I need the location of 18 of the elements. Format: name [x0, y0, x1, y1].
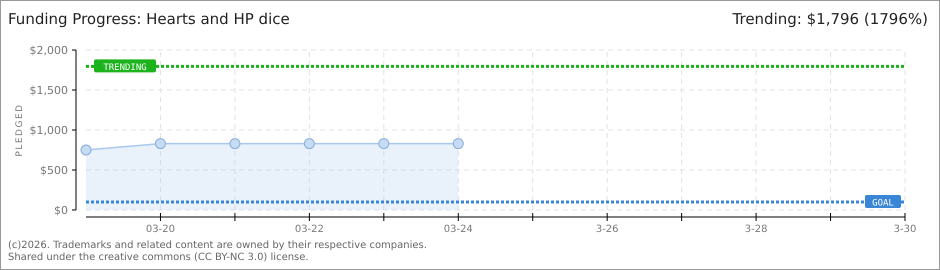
x-tick-label: 03-24: [444, 224, 473, 235]
y-tick-label: $500: [40, 164, 68, 177]
x-tick-label: 03-20: [146, 224, 175, 235]
y-tick-label: $2,000: [30, 44, 68, 57]
y-tick-label: $1,000: [30, 124, 68, 137]
x-tick-label: 03-22: [294, 224, 324, 235]
y-tick-label: $0: [54, 204, 68, 217]
x-tick-label: 3-26: [596, 224, 619, 235]
text: Trending: $1,796 (1796%): [732, 10, 928, 28]
x-tick-label: 3-28: [744, 224, 768, 235]
y-tick-label: $1,500: [30, 84, 68, 97]
x-tick-label: 3-30: [894, 224, 916, 235]
ref-line-label: TRENDING: [103, 62, 147, 73]
text: (c)2026. Trademarks and related content are owned by their respective companies.: [8, 240, 427, 251]
text: Shared under the creative commons (CC BY-NC 3.0) license.: [8, 252, 309, 263]
chart-title: Funding Progress: Hearts and HP dice: [8, 10, 290, 28]
y-axis-title: PLEDGED: [15, 103, 25, 157]
ref-line-label: GOAL: [872, 198, 894, 208]
